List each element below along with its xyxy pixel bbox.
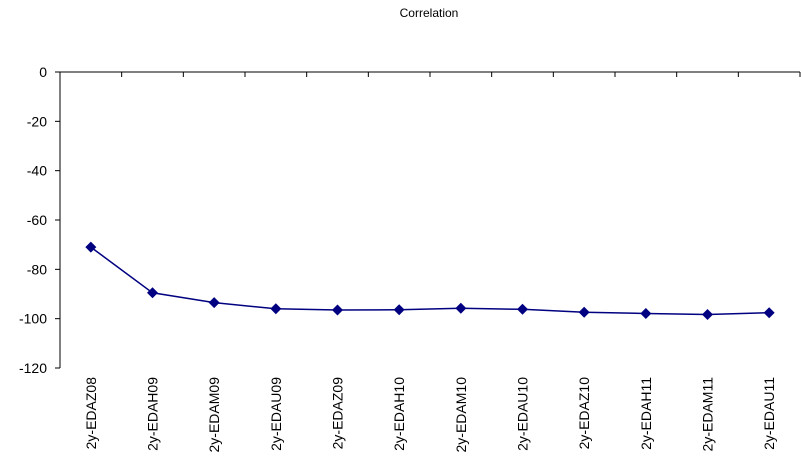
x-tick-label: 2y-EDAZ09 bbox=[330, 377, 346, 450]
data-point-marker bbox=[763, 307, 775, 319]
series-line bbox=[90, 246, 770, 316]
y-tick-label: -20 bbox=[27, 113, 47, 129]
data-point-marker bbox=[578, 306, 590, 318]
y-tick-label: -120 bbox=[19, 360, 47, 376]
x-tick-label: 2y-EDAM09 bbox=[206, 377, 222, 453]
data-point-marker bbox=[147, 287, 158, 299]
y-tick-label: -60 bbox=[27, 212, 47, 228]
data-point-marker bbox=[85, 241, 97, 253]
data-point-marker bbox=[393, 304, 405, 316]
y-tick-label: -40 bbox=[27, 163, 47, 179]
chart-title: Correlation bbox=[400, 6, 459, 20]
x-tick-label: 2y-EDAH10 bbox=[391, 377, 407, 451]
data-point-marker bbox=[208, 297, 220, 309]
chart-axes bbox=[55, 71, 801, 369]
data-point-marker bbox=[455, 302, 467, 314]
data-series bbox=[85, 241, 775, 320]
x-tick-label: 2y-EDAZ08 bbox=[83, 377, 99, 450]
data-point-marker bbox=[517, 303, 528, 315]
x-tick-label: 2y-EDAM10 bbox=[453, 377, 469, 453]
y-axis-tick-labels: 0 -20 -40 -60 -80 -100 -120 bbox=[19, 64, 47, 376]
y-tick-label: -100 bbox=[19, 311, 47, 327]
data-point-marker bbox=[332, 304, 343, 316]
data-point-marker bbox=[702, 308, 713, 320]
x-tick-label: 2y-EDAU09 bbox=[268, 377, 284, 451]
data-point-marker bbox=[640, 307, 652, 319]
x-tick-label: 2y-EDAM11 bbox=[700, 377, 716, 452]
x-tick-label: 2y-EDAU11 bbox=[761, 377, 777, 450]
y-tick-label: 0 bbox=[39, 64, 47, 80]
data-point-marker bbox=[270, 303, 282, 315]
x-tick-label: 2y-EDAZ10 bbox=[576, 377, 592, 450]
x-tick-label: 2y-EDAH11 bbox=[638, 377, 654, 450]
x-axis-tick-labels: 2y-EDAZ08 2y-EDAH09 2y-EDAM09 2y-EDAU09 2y-E… bbox=[83, 377, 777, 453]
y-tick-label: -80 bbox=[27, 261, 47, 277]
x-tick-label: 2y-EDAU10 bbox=[515, 377, 531, 451]
x-tick-label: 2y-EDAH09 bbox=[145, 377, 161, 451]
